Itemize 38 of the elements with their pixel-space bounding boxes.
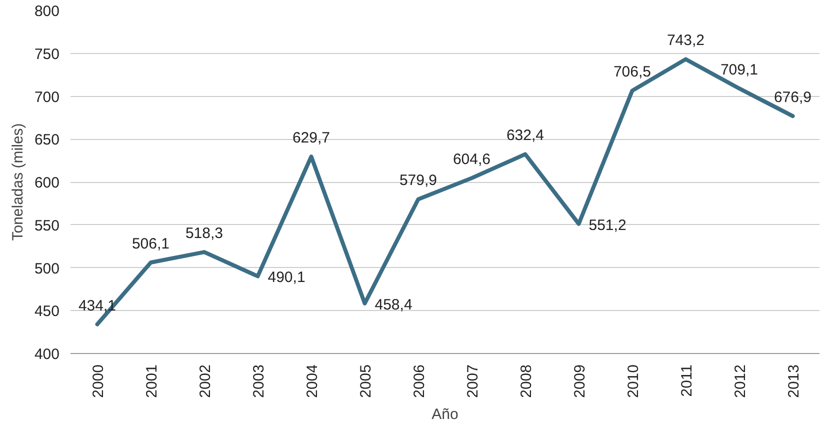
data-label: 706,5 [613,64,652,81]
y-tick-label: 800 [34,3,60,20]
data-label: 632,4 [506,127,544,144]
data-label: 676,9 [774,89,812,106]
y-tick-label: 600 [34,174,60,192]
x-tick-label: 2007 [464,364,482,398]
x-tick-label: 2010 [624,364,642,398]
data-label: 743,2 [666,32,705,50]
y-tick-label: 700 [34,88,60,106]
data-label: 629,7 [292,130,330,147]
x-tick-label: 2013 [785,364,802,398]
y-tick-label: 750 [34,46,60,63]
x-tick-label: 2008 [518,364,535,398]
data-label: 579,9 [399,172,438,190]
data-label: 604,6 [452,151,491,168]
y-axis-title: Toneladas (miles) [9,123,26,241]
x-tick-label: 2011 [678,364,696,397]
x-axis-title: Año [432,406,458,423]
x-tick-label: 2009 [571,364,588,398]
y-tick-label: 450 [34,303,60,320]
x-tick-label: 2006 [410,364,428,398]
data-label: 506,1 [132,236,170,253]
y-tick-label: 650 [34,132,60,149]
x-tick-label: 2000 [90,364,107,398]
x-tick-label: 2002 [196,364,214,398]
x-tick-label: 2005 [357,364,374,398]
data-label: 518,3 [185,225,224,242]
x-tick-label: 2001 [143,364,160,398]
y-tick-label: 500 [34,260,60,278]
y-tick-label: 550 [34,217,60,234]
y-tick-label: 400 [34,346,60,363]
data-label: 490,1 [268,269,306,286]
x-tick-label: 2004 [304,364,321,398]
x-tick-label: 2012 [732,364,749,398]
data-label: 458,4 [374,296,412,314]
data-label: 709,1 [720,61,758,78]
data-label: 551,2 [588,216,626,234]
x-tick-label: 2003 [250,364,268,398]
